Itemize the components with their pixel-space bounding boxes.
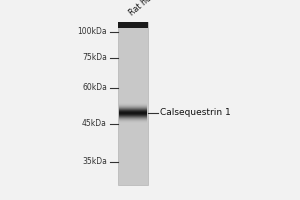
Bar — [118, 107, 147, 108]
Bar — [118, 118, 147, 119]
Bar — [118, 114, 147, 115]
Bar — [118, 117, 147, 118]
Text: 35kDa: 35kDa — [82, 158, 107, 166]
Text: Rat heart: Rat heart — [127, 0, 162, 18]
Bar — [118, 104, 147, 105]
Bar — [118, 113, 147, 114]
Bar — [118, 105, 147, 106]
Bar — [118, 110, 147, 111]
Bar — [118, 22, 148, 28]
Bar — [118, 111, 147, 112]
Bar — [118, 111, 147, 112]
Bar — [118, 112, 147, 113]
Bar — [118, 119, 147, 120]
Text: 75kDa: 75kDa — [82, 53, 107, 62]
Bar — [118, 109, 147, 110]
Bar — [118, 108, 147, 109]
Bar — [118, 118, 147, 119]
Bar — [118, 120, 147, 121]
Bar — [118, 22, 148, 185]
Bar — [118, 109, 147, 110]
Bar — [118, 105, 147, 106]
Bar — [118, 108, 147, 109]
Bar — [118, 122, 147, 123]
Bar — [118, 115, 147, 116]
Bar — [118, 115, 147, 116]
Bar — [118, 103, 147, 104]
Bar — [118, 107, 147, 108]
Bar — [118, 121, 147, 122]
Bar — [118, 106, 147, 107]
Bar — [118, 110, 147, 111]
Bar — [118, 119, 147, 120]
Bar — [118, 120, 147, 121]
Bar — [118, 103, 147, 104]
Bar — [118, 104, 147, 105]
Bar — [118, 113, 147, 114]
Bar — [118, 112, 147, 113]
Bar — [118, 114, 147, 115]
Bar — [118, 116, 147, 117]
Bar — [118, 122, 147, 123]
Text: 100kDa: 100kDa — [77, 27, 107, 36]
Bar — [118, 106, 147, 107]
Text: 45kDa: 45kDa — [82, 119, 107, 129]
Bar — [118, 116, 147, 117]
Text: Calsequestrin 1: Calsequestrin 1 — [160, 108, 230, 117]
Bar — [118, 121, 147, 122]
Bar — [118, 117, 147, 118]
Text: 60kDa: 60kDa — [82, 83, 107, 92]
